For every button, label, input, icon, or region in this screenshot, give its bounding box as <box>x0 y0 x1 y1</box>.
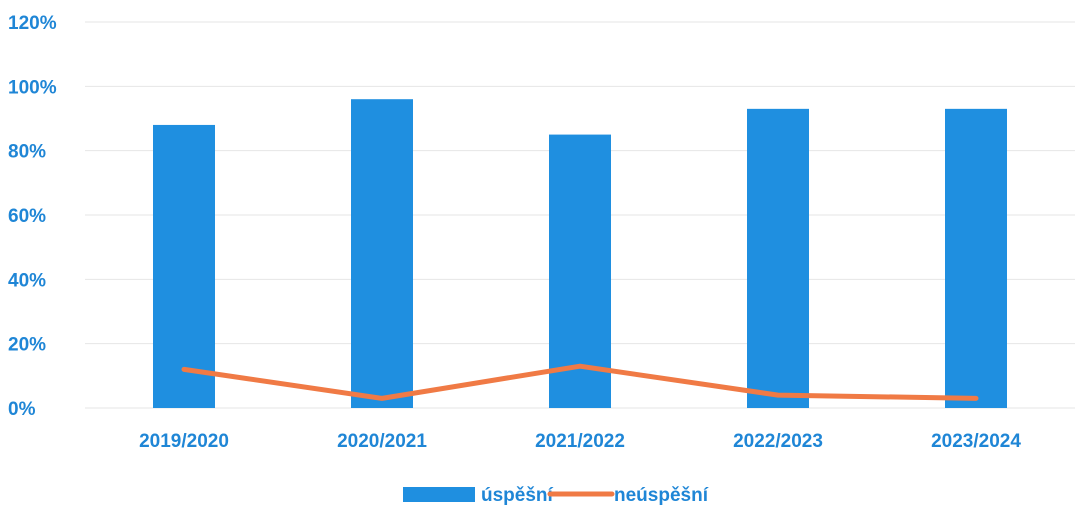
line-series <box>181 363 979 401</box>
y-tick-label: 40% <box>8 270 46 291</box>
y-tick-label: 60% <box>8 206 46 227</box>
y-tick-label: 80% <box>8 142 46 163</box>
bar <box>945 108 1007 408</box>
x-tick-label: 2021/2022 <box>535 431 625 452</box>
legend-label-uspesni: úspěšní <box>481 485 554 506</box>
bar <box>549 134 611 409</box>
y-tick-label: 120% <box>8 13 57 34</box>
x-axis: 2019/2020 2020/2021 2021/2022 2022/2023 2023… <box>139 431 1021 452</box>
x-tick-label: 2023/2024 <box>931 431 1021 452</box>
bar <box>747 108 809 408</box>
legend: úspěšní neúspěšní <box>403 485 709 506</box>
y-tick-label: 20% <box>8 335 46 356</box>
bar <box>153 124 215 408</box>
x-tick-label: 2019/2020 <box>139 431 229 452</box>
y-tick-label: 100% <box>8 77 57 98</box>
legend-swatch-uspesni <box>403 487 475 502</box>
bar <box>351 99 413 408</box>
bar-series <box>153 99 1007 409</box>
x-tick-label: 2020/2021 <box>337 431 427 452</box>
y-axis: 0% 20% 40% 60% 80% 100% 120% <box>8 13 57 420</box>
y-tick-label: 0% <box>8 399 36 420</box>
legend-label-neuspesni: neúspěšní <box>614 485 709 506</box>
x-tick-label: 2022/2023 <box>733 431 823 452</box>
